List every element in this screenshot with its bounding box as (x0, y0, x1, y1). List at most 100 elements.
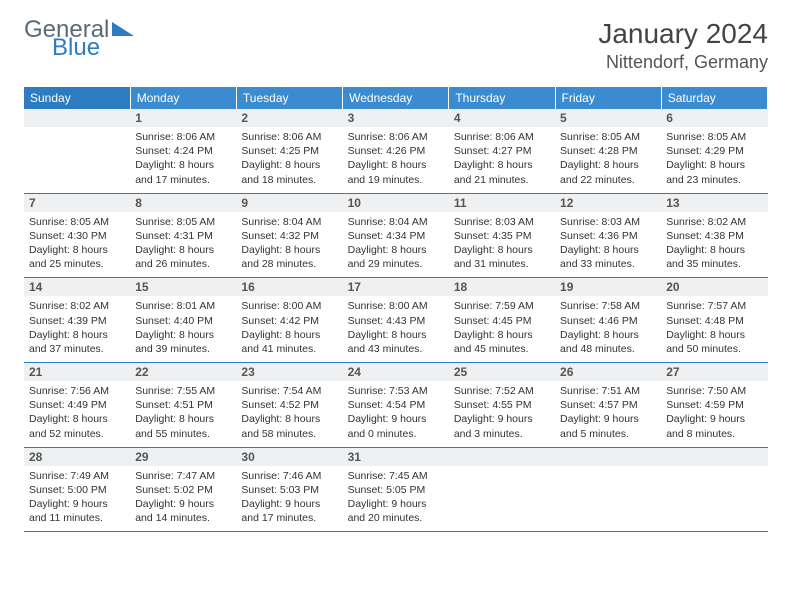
day-number: 13 (661, 194, 767, 212)
day-details: Sunrise: 7:59 AMSunset: 4:45 PMDaylight:… (449, 296, 555, 362)
sunset-text: Sunset: 4:40 PM (135, 314, 231, 328)
day-details: Sunrise: 7:58 AMSunset: 4:46 PMDaylight:… (555, 296, 661, 362)
day-cell: 27Sunrise: 7:50 AMSunset: 4:59 PMDayligh… (661, 363, 767, 448)
day-cell: 25Sunrise: 7:52 AMSunset: 4:55 PMDayligh… (449, 363, 555, 448)
daylight-text: Daylight: 8 hours and 23 minutes. (666, 158, 762, 186)
day-details: Sunrise: 7:52 AMSunset: 4:55 PMDaylight:… (449, 381, 555, 447)
daylight-text: Daylight: 8 hours and 58 minutes. (241, 412, 337, 440)
day-number: 28 (24, 448, 130, 466)
sunset-text: Sunset: 4:43 PM (348, 314, 444, 328)
sunrise-text: Sunrise: 8:05 AM (666, 130, 762, 144)
logo: General Blue (24, 18, 134, 60)
sunrise-text: Sunrise: 8:02 AM (29, 299, 125, 313)
sunrise-text: Sunrise: 8:06 AM (454, 130, 550, 144)
daylight-text: Daylight: 8 hours and 22 minutes. (560, 158, 656, 186)
sunset-text: Sunset: 4:34 PM (348, 229, 444, 243)
day-cell: 24Sunrise: 7:53 AMSunset: 4:54 PMDayligh… (343, 363, 449, 448)
sunrise-text: Sunrise: 8:01 AM (135, 299, 231, 313)
day-details: Sunrise: 8:02 AMSunset: 4:38 PMDaylight:… (661, 212, 767, 278)
day-cell (24, 109, 130, 193)
day-number: 7 (24, 194, 130, 212)
day-details: Sunrise: 8:00 AMSunset: 4:43 PMDaylight:… (343, 296, 449, 362)
day-number: 16 (236, 278, 342, 296)
sunrise-text: Sunrise: 7:45 AM (348, 469, 444, 483)
sunset-text: Sunset: 4:46 PM (560, 314, 656, 328)
day-details: Sunrise: 8:05 AMSunset: 4:28 PMDaylight:… (555, 127, 661, 193)
day-details: Sunrise: 8:05 AMSunset: 4:31 PMDaylight:… (130, 212, 236, 278)
sunset-text: Sunset: 5:02 PM (135, 483, 231, 497)
sunset-text: Sunset: 5:00 PM (29, 483, 125, 497)
sunrise-text: Sunrise: 8:06 AM (135, 130, 231, 144)
sunrise-text: Sunrise: 7:53 AM (348, 384, 444, 398)
daylight-text: Daylight: 9 hours and 17 minutes. (241, 497, 337, 525)
sunset-text: Sunset: 4:42 PM (241, 314, 337, 328)
sunrise-text: Sunrise: 8:03 AM (560, 215, 656, 229)
day-header-cell: Thursday (449, 87, 555, 109)
sunset-text: Sunset: 5:05 PM (348, 483, 444, 497)
day-details: Sunrise: 8:06 AMSunset: 4:26 PMDaylight:… (343, 127, 449, 193)
day-details: Sunrise: 7:56 AMSunset: 4:49 PMDaylight:… (24, 381, 130, 447)
day-number: 18 (449, 278, 555, 296)
logo-triangle-icon (112, 22, 134, 36)
sunset-text: Sunset: 4:48 PM (666, 314, 762, 328)
week-row: 28Sunrise: 7:49 AMSunset: 5:00 PMDayligh… (24, 447, 768, 532)
day-details: Sunrise: 8:06 AMSunset: 4:24 PMDaylight:… (130, 127, 236, 193)
day-number: 14 (24, 278, 130, 296)
sunrise-text: Sunrise: 7:50 AM (666, 384, 762, 398)
sunset-text: Sunset: 4:26 PM (348, 144, 444, 158)
sunrise-text: Sunrise: 7:54 AM (241, 384, 337, 398)
day-details: Sunrise: 7:46 AMSunset: 5:03 PMDaylight:… (236, 466, 342, 532)
sunset-text: Sunset: 4:57 PM (560, 398, 656, 412)
day-cell: 12Sunrise: 8:03 AMSunset: 4:36 PMDayligh… (555, 193, 661, 278)
daylight-text: Daylight: 9 hours and 11 minutes. (29, 497, 125, 525)
sunrise-text: Sunrise: 8:05 AM (560, 130, 656, 144)
day-details: Sunrise: 8:05 AMSunset: 4:29 PMDaylight:… (661, 127, 767, 193)
sunset-text: Sunset: 4:27 PM (454, 144, 550, 158)
daylight-text: Daylight: 8 hours and 43 minutes. (348, 328, 444, 356)
day-cell (555, 447, 661, 532)
day-details: Sunrise: 8:03 AMSunset: 4:35 PMDaylight:… (449, 212, 555, 278)
day-number: 8 (130, 194, 236, 212)
sunrise-text: Sunrise: 8:04 AM (348, 215, 444, 229)
sunset-text: Sunset: 4:35 PM (454, 229, 550, 243)
day-number: 11 (449, 194, 555, 212)
day-cell: 28Sunrise: 7:49 AMSunset: 5:00 PMDayligh… (24, 447, 130, 532)
daylight-text: Daylight: 8 hours and 18 minutes. (241, 158, 337, 186)
sunrise-text: Sunrise: 8:00 AM (348, 299, 444, 313)
week-row: 14Sunrise: 8:02 AMSunset: 4:39 PMDayligh… (24, 278, 768, 363)
sunset-text: Sunset: 4:32 PM (241, 229, 337, 243)
sunrise-text: Sunrise: 7:55 AM (135, 384, 231, 398)
daylight-text: Daylight: 9 hours and 0 minutes. (348, 412, 444, 440)
day-details: Sunrise: 7:47 AMSunset: 5:02 PMDaylight:… (130, 466, 236, 532)
day-header-cell: Monday (130, 87, 236, 109)
daylight-text: Daylight: 8 hours and 25 minutes. (29, 243, 125, 271)
day-details: Sunrise: 7:54 AMSunset: 4:52 PMDaylight:… (236, 381, 342, 447)
day-number: 31 (343, 448, 449, 466)
daylight-text: Daylight: 8 hours and 31 minutes. (454, 243, 550, 271)
sunset-text: Sunset: 4:52 PM (241, 398, 337, 412)
sunrise-text: Sunrise: 8:04 AM (241, 215, 337, 229)
sunset-text: Sunset: 5:03 PM (241, 483, 337, 497)
day-number: 15 (130, 278, 236, 296)
day-details: Sunrise: 8:06 AMSunset: 4:25 PMDaylight:… (236, 127, 342, 193)
day-cell: 29Sunrise: 7:47 AMSunset: 5:02 PMDayligh… (130, 447, 236, 532)
day-cell (661, 447, 767, 532)
sunrise-text: Sunrise: 7:52 AM (454, 384, 550, 398)
daylight-text: Daylight: 8 hours and 19 minutes. (348, 158, 444, 186)
title-block: January 2024 Nittendorf, Germany (598, 18, 768, 73)
day-cell: 30Sunrise: 7:46 AMSunset: 5:03 PMDayligh… (236, 447, 342, 532)
header: General Blue January 2024 Nittendorf, Ge… (24, 18, 768, 73)
day-header-cell: Wednesday (343, 87, 449, 109)
day-details: Sunrise: 8:04 AMSunset: 4:32 PMDaylight:… (236, 212, 342, 278)
day-details: Sunrise: 7:45 AMSunset: 5:05 PMDaylight:… (343, 466, 449, 532)
sunset-text: Sunset: 4:49 PM (29, 398, 125, 412)
day-details: Sunrise: 8:04 AMSunset: 4:34 PMDaylight:… (343, 212, 449, 278)
day-number (449, 448, 555, 466)
sunset-text: Sunset: 4:51 PM (135, 398, 231, 412)
sunrise-text: Sunrise: 8:03 AM (454, 215, 550, 229)
day-number: 23 (236, 363, 342, 381)
daylight-text: Daylight: 8 hours and 39 minutes. (135, 328, 231, 356)
day-header-cell: Saturday (661, 87, 767, 109)
daylight-text: Daylight: 8 hours and 55 minutes. (135, 412, 231, 440)
day-cell: 23Sunrise: 7:54 AMSunset: 4:52 PMDayligh… (236, 363, 342, 448)
